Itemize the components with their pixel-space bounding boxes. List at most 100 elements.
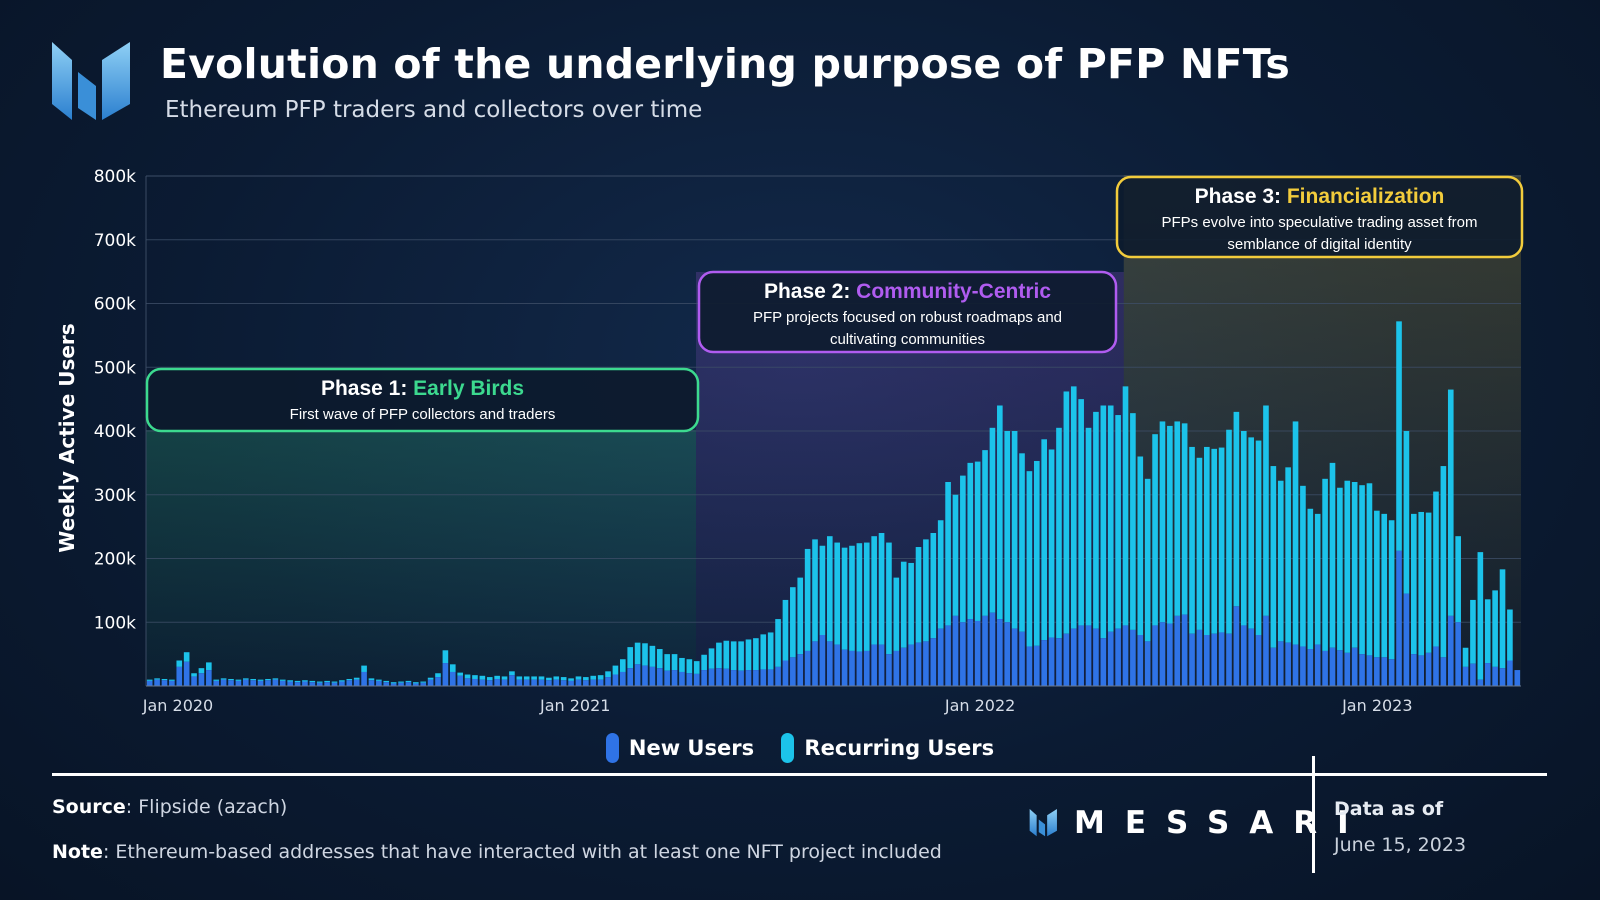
bar-recurring-users: [908, 562, 914, 645]
bar-recurring-users: [730, 641, 737, 671]
bar-recurring-users: [405, 680, 412, 683]
bar-recurring-users: [546, 677, 552, 681]
bar-recurring-users: [235, 679, 242, 681]
phase-1-heading: Phase 1: Early Birds: [321, 377, 524, 400]
bar-new-users: [893, 650, 900, 686]
bar-new-users: [1514, 670, 1521, 686]
bar-new-users: [1233, 606, 1240, 686]
bar-recurring-users: [220, 678, 227, 680]
bar-new-users: [1396, 550, 1402, 686]
bar-new-users: [1226, 633, 1232, 686]
bar-recurring-users: [494, 675, 500, 679]
bar-recurring-users: [1396, 321, 1402, 551]
bar-recurring-users: [575, 676, 582, 680]
bar-recurring-users: [560, 677, 567, 681]
bar-recurring-users: [228, 678, 234, 681]
bar-new-users: [509, 675, 515, 686]
bar-new-users: [1181, 614, 1188, 686]
bar-new-users: [546, 680, 552, 686]
bar-recurring-users: [531, 676, 537, 680]
bar-new-users: [1329, 647, 1336, 686]
bar-recurring-users: [206, 662, 212, 671]
bar-recurring-users: [1085, 427, 1092, 626]
bar-recurring-users: [1277, 480, 1284, 642]
bar-new-users: [1300, 646, 1306, 686]
phase-3-heading: Phase 3: Financialization: [1195, 185, 1445, 208]
bar-recurring-users: [398, 681, 404, 683]
bar-recurring-users: [1285, 467, 1291, 643]
bar-new-users: [398, 682, 404, 686]
bar-recurring-users: [1226, 429, 1232, 634]
bar-recurring-users: [1307, 508, 1314, 650]
bar-new-users: [782, 660, 789, 686]
bar-recurring-users: [1403, 431, 1410, 594]
legend-label-recurring-users: Recurring Users: [804, 736, 995, 760]
bar-new-users: [494, 678, 500, 686]
bar-recurring-users: [198, 668, 205, 674]
bar-new-users: [1159, 622, 1166, 686]
bar-new-users: [1122, 625, 1129, 686]
bar-new-users: [1137, 635, 1144, 686]
bar-recurring-users: [1056, 427, 1062, 639]
bar-new-users: [1004, 622, 1011, 686]
bar-new-users: [701, 670, 707, 686]
y-tick-label: 600k: [94, 295, 136, 315]
bar-recurring-users: [1433, 491, 1439, 647]
y-tick-label: 200k: [94, 550, 136, 570]
bar-recurring-users: [169, 679, 175, 681]
bar-recurring-users: [1248, 437, 1254, 629]
bar-new-users: [479, 679, 486, 686]
bar-recurring-users: [1322, 478, 1328, 651]
phase-1-box: [145, 367, 700, 433]
phase-1-description: First wave of PFP collectors and traders: [290, 406, 556, 423]
bar-new-users: [605, 677, 611, 686]
bar-new-users: [560, 680, 567, 686]
source-label: Source: [52, 796, 126, 818]
bar-recurring-users: [1462, 647, 1469, 667]
bar-new-users: [590, 679, 597, 686]
chart-title: Evolution of the underlying purpose of P…: [160, 40, 1291, 88]
bar-recurring-users: [612, 665, 619, 675]
bar-recurring-users: [250, 678, 256, 681]
bar-recurring-users: [1130, 413, 1136, 630]
bar-recurring-users: [1189, 446, 1195, 634]
bar-recurring-users: [1263, 405, 1269, 616]
bar-new-users: [405, 682, 412, 686]
bar-new-users: [960, 622, 966, 686]
bar-recurring-users: [834, 542, 841, 645]
bar-recurring-users: [1070, 386, 1077, 629]
bar-recurring-users: [1026, 471, 1033, 647]
bar-recurring-users: [605, 671, 611, 678]
bar-recurring-users: [1048, 449, 1055, 638]
bar-new-users: [997, 619, 1003, 686]
bar-new-users: [1063, 633, 1070, 686]
y-tick-label: 400k: [94, 422, 136, 442]
bar-recurring-users: [1122, 386, 1129, 626]
bar-new-users: [745, 670, 752, 686]
bar-recurring-users: [339, 680, 345, 682]
bar-new-users: [242, 679, 249, 686]
bar-recurring-users: [272, 678, 279, 680]
bar-recurring-users: [324, 680, 330, 683]
data-as-of-label: Data as of: [1334, 798, 1444, 820]
bar-new-users: [1152, 625, 1158, 686]
bar-new-users: [900, 647, 907, 686]
bar-new-users: [464, 678, 471, 686]
bar-recurring-users: [627, 647, 634, 669]
bar-recurring-users: [383, 680, 390, 683]
bar-recurring-users: [553, 676, 560, 680]
y-tick-label: 800k: [94, 167, 136, 187]
note-line: Note: Ethereum-based addresses that have…: [52, 841, 942, 863]
bar-recurring-users: [242, 678, 249, 680]
bar-recurring-users: [878, 533, 885, 645]
x-tick-label: Jan 2022: [944, 696, 1015, 715]
bar-new-users: [1093, 628, 1099, 686]
bar-new-users: [1351, 647, 1358, 686]
bar-new-users: [863, 650, 870, 686]
bar-new-users: [612, 674, 619, 686]
bar-recurring-users: [1359, 485, 1365, 655]
bar-new-users: [878, 644, 885, 686]
bar-new-users: [265, 680, 271, 686]
bar-new-users: [679, 671, 685, 686]
